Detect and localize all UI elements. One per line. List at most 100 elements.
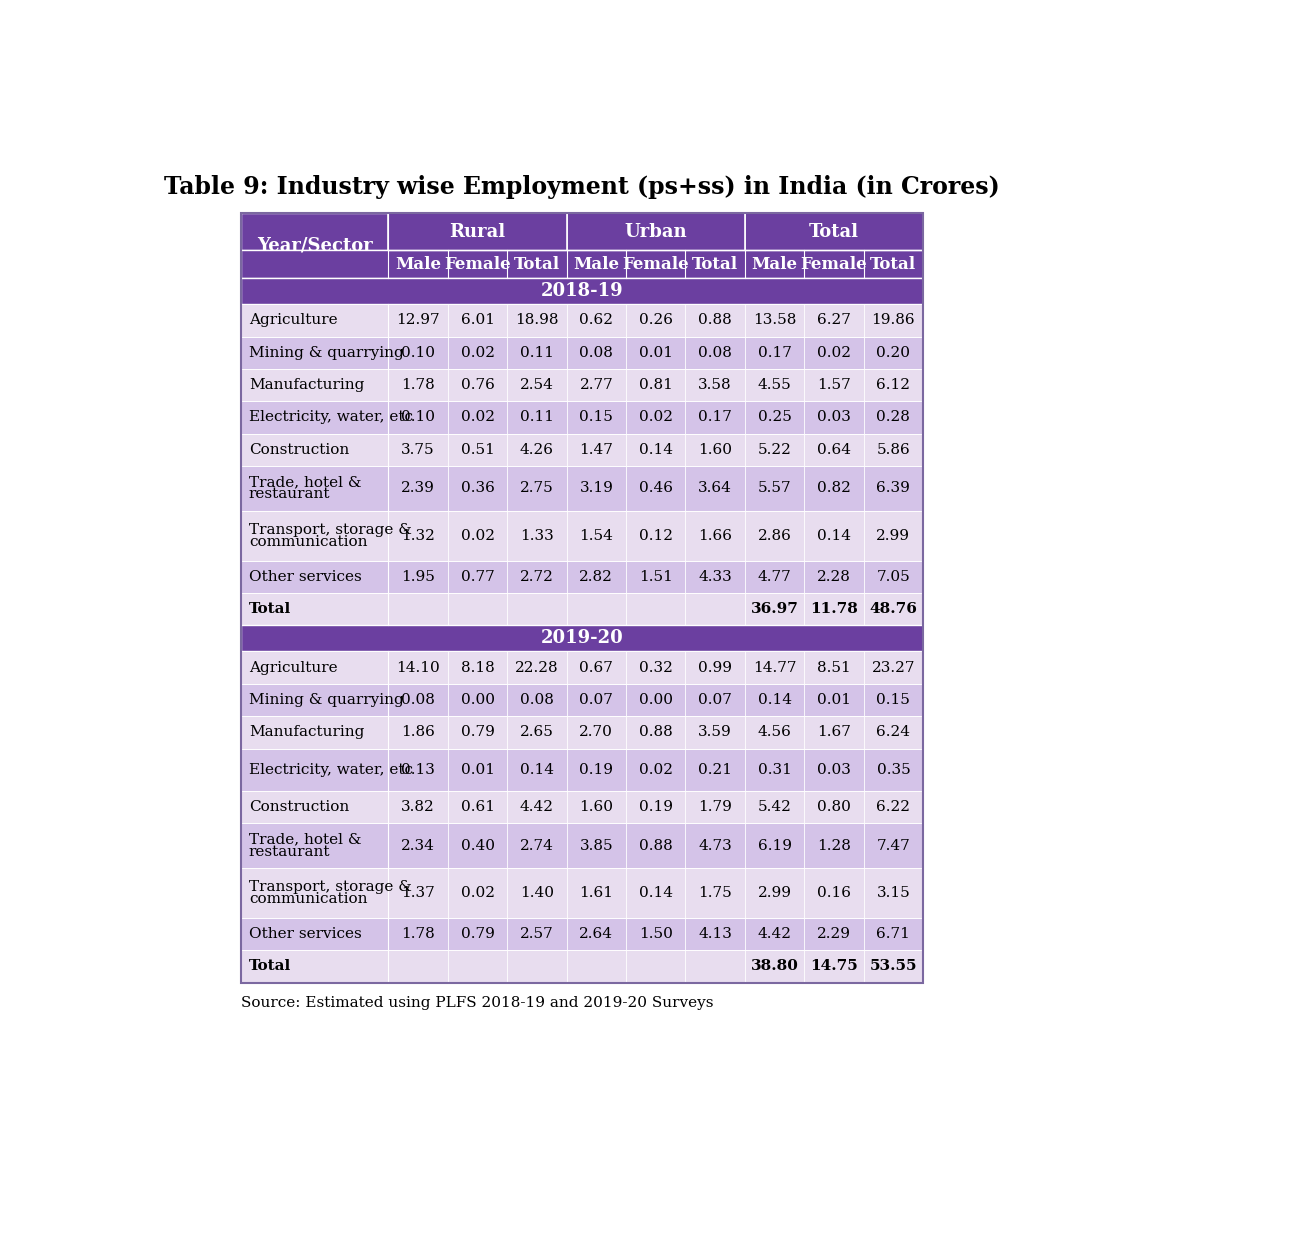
Text: 3.59: 3.59 bbox=[698, 725, 732, 740]
Bar bbox=[241, 626, 923, 652]
Text: 2.75: 2.75 bbox=[520, 481, 554, 496]
Text: 0.14: 0.14 bbox=[520, 763, 554, 777]
Text: 1.67: 1.67 bbox=[817, 725, 851, 740]
Text: Electricity, water, etc: Electricity, water, etc bbox=[249, 763, 412, 777]
Text: Mining & quarrying: Mining & quarrying bbox=[249, 693, 403, 707]
Text: 0.88: 0.88 bbox=[639, 839, 673, 852]
Bar bbox=[241, 593, 923, 626]
Text: 0.00: 0.00 bbox=[639, 693, 673, 707]
Bar bbox=[241, 369, 923, 401]
Text: Rural: Rural bbox=[449, 223, 505, 240]
Bar bbox=[389, 213, 567, 250]
Text: 2.99: 2.99 bbox=[758, 886, 792, 900]
Text: 0.32: 0.32 bbox=[639, 660, 673, 675]
Text: 2.54: 2.54 bbox=[520, 378, 554, 392]
Text: 4.13: 4.13 bbox=[698, 927, 732, 942]
Text: Total: Total bbox=[692, 255, 738, 273]
Text: 6.24: 6.24 bbox=[877, 725, 911, 740]
Text: 1.95: 1.95 bbox=[401, 570, 435, 584]
Text: 0.26: 0.26 bbox=[639, 313, 673, 327]
Text: 14.77: 14.77 bbox=[753, 660, 796, 675]
Text: 6.71: 6.71 bbox=[877, 927, 910, 942]
Text: 0.61: 0.61 bbox=[461, 800, 495, 814]
Text: 0.15: 0.15 bbox=[580, 410, 614, 425]
Text: 1.61: 1.61 bbox=[580, 886, 614, 900]
Text: 0.00: 0.00 bbox=[461, 693, 495, 707]
Text: 3.15: 3.15 bbox=[877, 886, 910, 900]
Text: Total: Total bbox=[809, 223, 859, 240]
Text: 0.77: 0.77 bbox=[461, 570, 495, 584]
Text: 1.32: 1.32 bbox=[401, 529, 435, 543]
Text: 53.55: 53.55 bbox=[869, 959, 918, 974]
Bar bbox=[241, 748, 923, 790]
Text: 0.03: 0.03 bbox=[817, 410, 851, 425]
Text: 1.60: 1.60 bbox=[580, 800, 614, 814]
Text: 4.55: 4.55 bbox=[758, 378, 792, 392]
Text: restaurant: restaurant bbox=[249, 487, 330, 502]
Bar bbox=[241, 867, 923, 918]
Text: 1.28: 1.28 bbox=[817, 839, 851, 852]
Text: 0.51: 0.51 bbox=[461, 442, 495, 457]
Bar bbox=[241, 466, 923, 510]
Text: Total: Total bbox=[514, 255, 560, 273]
Text: 14.75: 14.75 bbox=[810, 959, 857, 974]
Bar bbox=[241, 305, 923, 337]
Text: 2.82: 2.82 bbox=[580, 570, 614, 584]
Text: Transport, storage &: Transport, storage & bbox=[249, 880, 412, 893]
Text: 0.88: 0.88 bbox=[639, 725, 673, 740]
Text: 14.10: 14.10 bbox=[397, 660, 440, 675]
Text: Construction: Construction bbox=[249, 442, 350, 457]
Text: 0.31: 0.31 bbox=[758, 763, 792, 777]
Text: 0.08: 0.08 bbox=[520, 693, 554, 707]
Text: 3.75: 3.75 bbox=[402, 442, 435, 457]
Text: 0.11: 0.11 bbox=[520, 410, 554, 425]
Text: 6.39: 6.39 bbox=[877, 481, 910, 496]
Bar bbox=[241, 652, 923, 684]
Text: 3.19: 3.19 bbox=[580, 481, 614, 496]
Text: 8.18: 8.18 bbox=[461, 660, 495, 675]
Text: 6.01: 6.01 bbox=[461, 313, 495, 327]
Text: communication: communication bbox=[249, 534, 368, 549]
Text: 1.37: 1.37 bbox=[401, 886, 435, 900]
Text: 8.51: 8.51 bbox=[817, 660, 851, 675]
Text: 2019-20: 2019-20 bbox=[541, 629, 623, 648]
Text: 5.86: 5.86 bbox=[877, 442, 910, 457]
Text: 0.19: 0.19 bbox=[580, 763, 614, 777]
Text: Mining & quarrying: Mining & quarrying bbox=[249, 346, 403, 359]
Text: 4.26: 4.26 bbox=[520, 442, 554, 457]
Text: restaurant: restaurant bbox=[249, 845, 330, 859]
Text: 2.64: 2.64 bbox=[580, 927, 614, 942]
Text: 1.79: 1.79 bbox=[698, 800, 732, 814]
Text: 0.40: 0.40 bbox=[461, 839, 495, 852]
Bar bbox=[241, 950, 923, 983]
Text: 0.08: 0.08 bbox=[580, 346, 614, 359]
Text: Female: Female bbox=[444, 255, 511, 273]
Text: Urban: Urban bbox=[624, 223, 687, 240]
Text: 0.08: 0.08 bbox=[401, 693, 435, 707]
Bar bbox=[241, 510, 923, 560]
Text: Electricity, water, etc: Electricity, water, etc bbox=[249, 410, 412, 425]
Text: 0.62: 0.62 bbox=[580, 313, 614, 327]
Text: 3.82: 3.82 bbox=[401, 800, 435, 814]
Text: Transport, storage &: Transport, storage & bbox=[249, 523, 412, 536]
Text: 6.27: 6.27 bbox=[817, 313, 851, 327]
Text: Total: Total bbox=[249, 602, 291, 616]
Text: 4.77: 4.77 bbox=[758, 570, 792, 584]
Text: 0.01: 0.01 bbox=[461, 763, 495, 777]
Bar bbox=[241, 823, 923, 867]
Text: Male: Male bbox=[751, 255, 797, 273]
Text: Total: Total bbox=[249, 959, 291, 974]
Text: 2.65: 2.65 bbox=[520, 725, 554, 740]
Text: 0.08: 0.08 bbox=[698, 346, 732, 359]
Text: 7.05: 7.05 bbox=[877, 570, 910, 584]
Text: 2.99: 2.99 bbox=[877, 529, 911, 543]
Text: Agriculture: Agriculture bbox=[249, 313, 338, 327]
Text: 13.58: 13.58 bbox=[753, 313, 796, 327]
Text: 0.79: 0.79 bbox=[461, 725, 495, 740]
Text: 0.20: 0.20 bbox=[877, 346, 911, 359]
Text: 2.74: 2.74 bbox=[520, 839, 554, 852]
Bar bbox=[241, 213, 923, 250]
Text: 0.07: 0.07 bbox=[698, 693, 732, 707]
Text: 0.02: 0.02 bbox=[461, 886, 495, 900]
Text: 0.02: 0.02 bbox=[817, 346, 851, 359]
